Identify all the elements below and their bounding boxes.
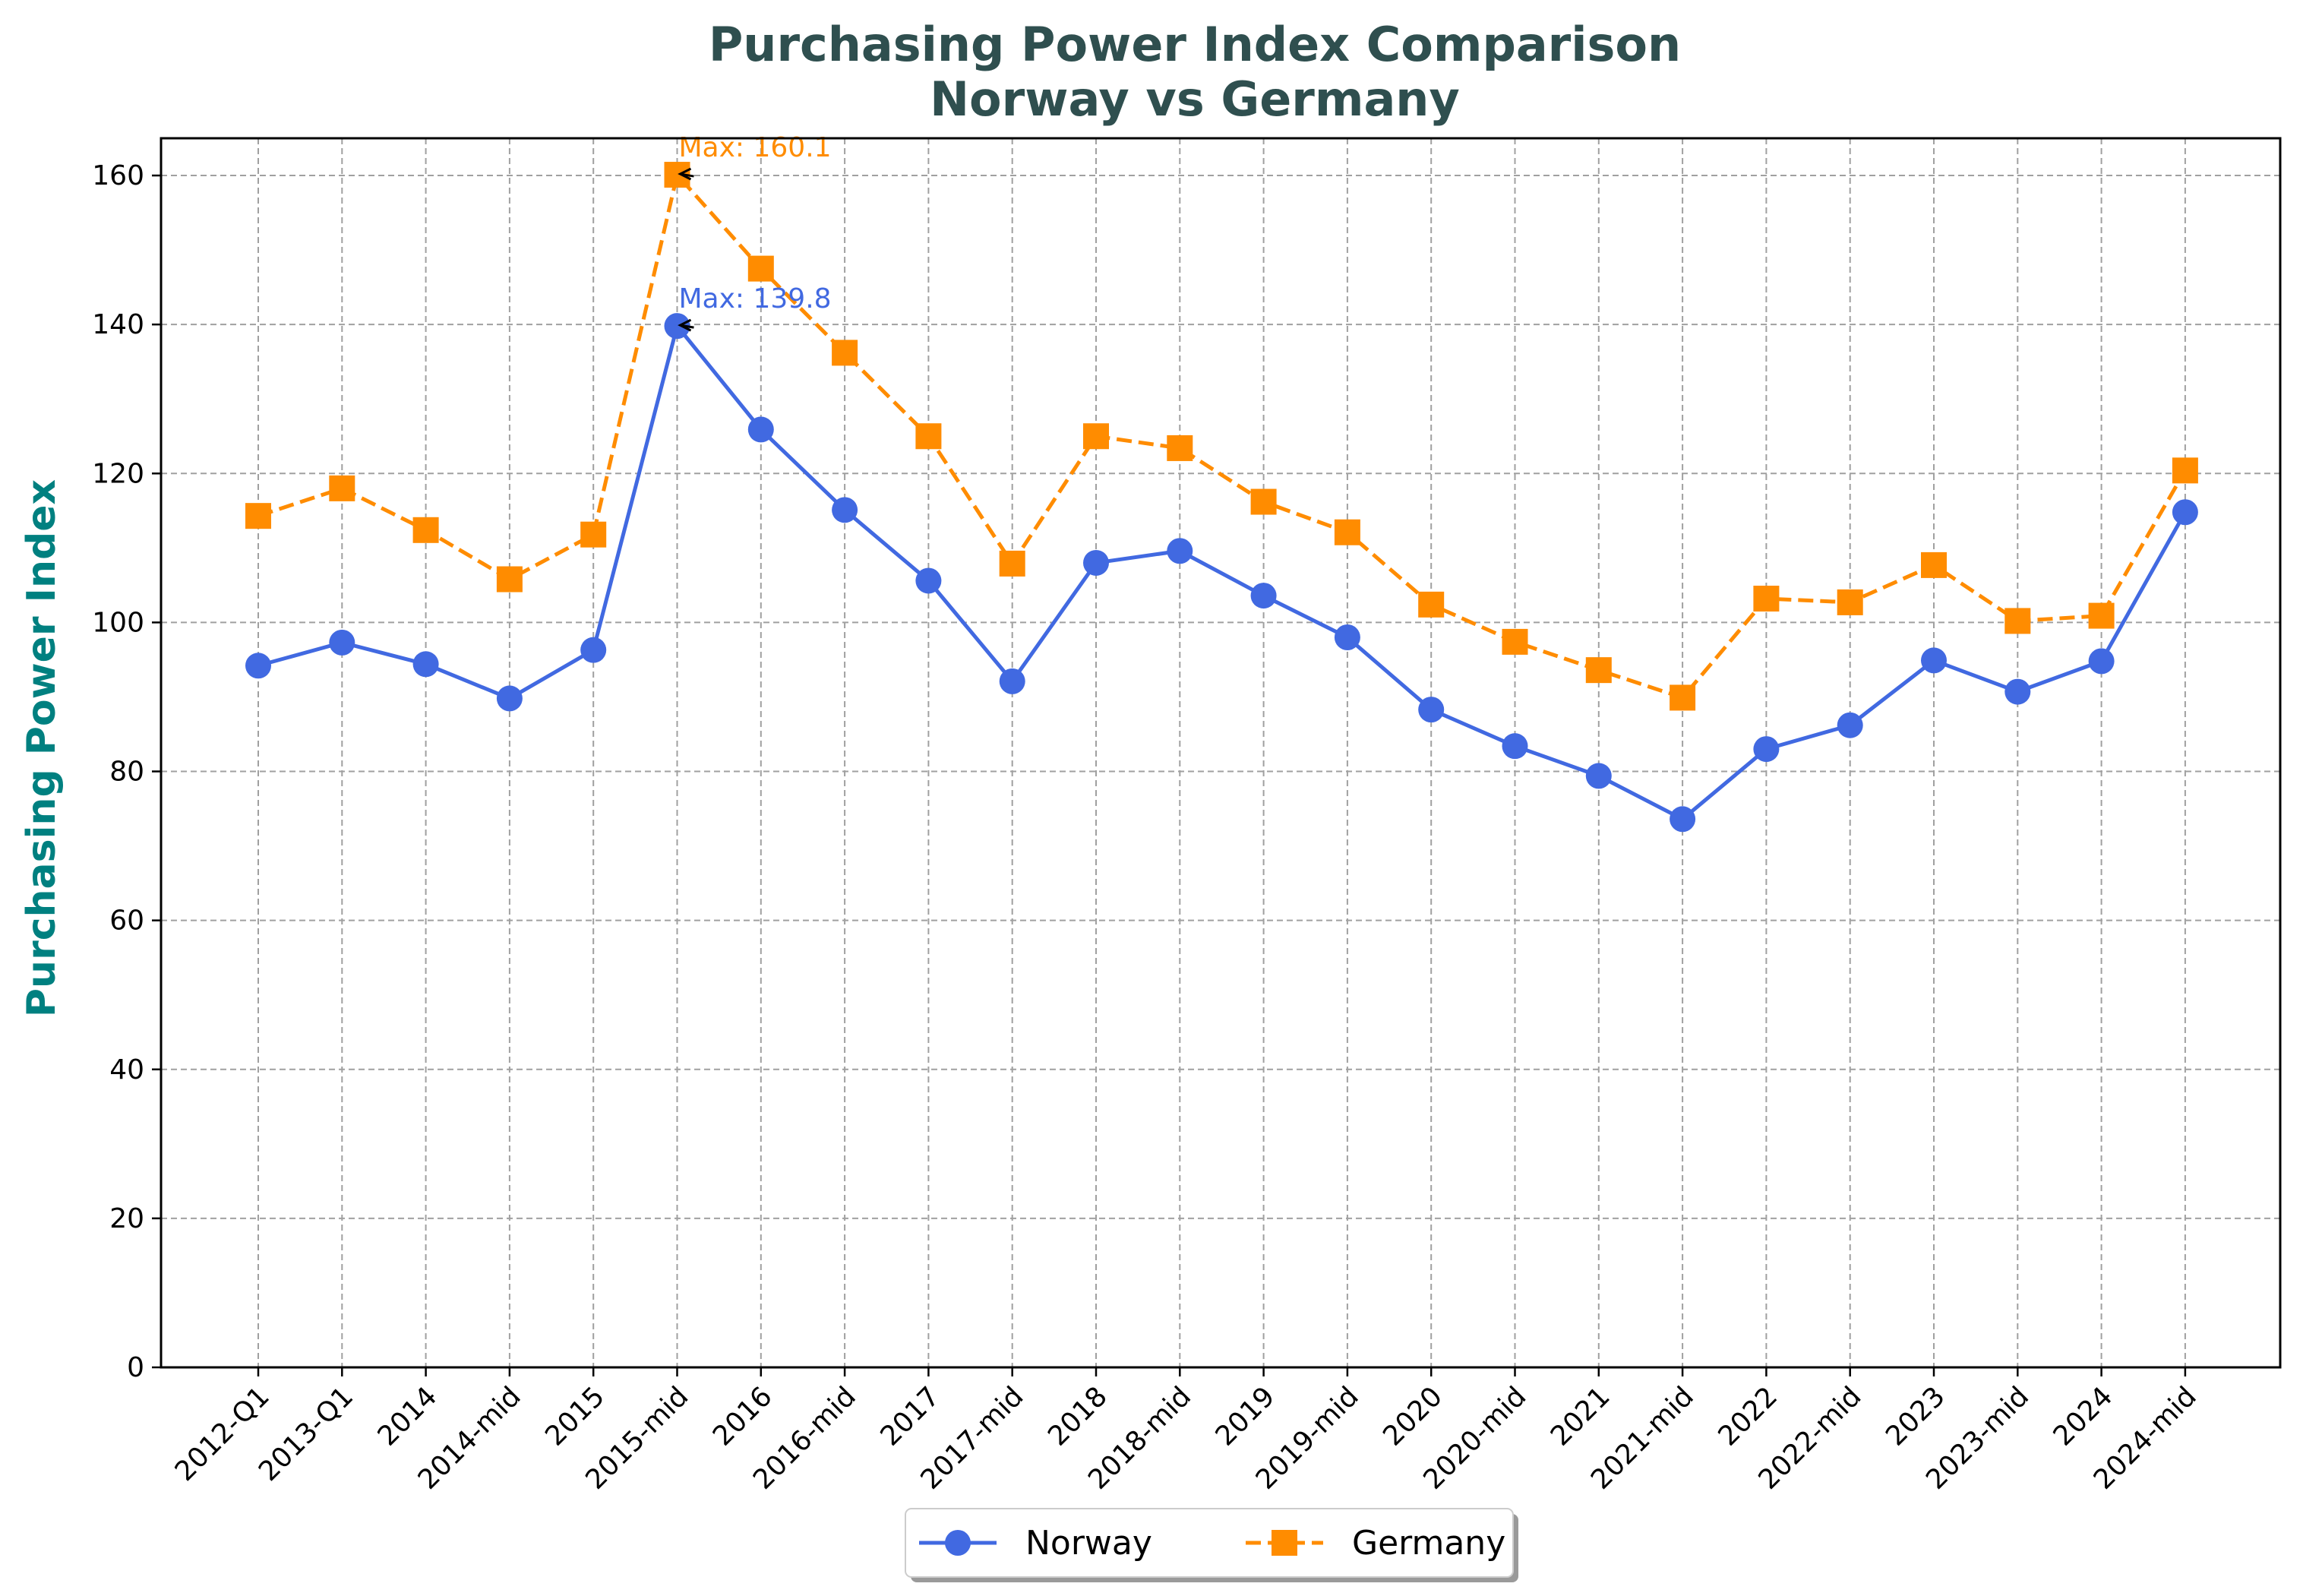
- y-tick-label: 160: [92, 160, 144, 191]
- series-norway: [245, 313, 2198, 833]
- data-point: [1670, 684, 1696, 711]
- legend-label: Germany: [1352, 1524, 1505, 1563]
- data-point: [747, 255, 774, 282]
- data-point: [1418, 591, 1445, 618]
- data-point: [915, 567, 942, 594]
- data-point: [496, 566, 523, 593]
- y-tick-label: 40: [109, 1054, 144, 1086]
- data-point: [2172, 499, 2198, 526]
- series-germany: [245, 162, 2198, 711]
- chart-title: Purchasing Power Index Comparison: [709, 17, 1681, 72]
- data-point: [580, 637, 607, 663]
- max-annotation: Max: 139.8: [678, 283, 832, 332]
- data-point: [245, 503, 271, 529]
- annotation-arrow: [678, 167, 694, 181]
- data-point: [1167, 435, 1193, 461]
- data-point: [1585, 657, 1612, 684]
- legend-label: Norway: [1025, 1524, 1152, 1563]
- y-axis-ticks: 0 20 40 60 80 100 120 140 160: [92, 160, 161, 1383]
- data-point: [1334, 519, 1360, 545]
- y-tick-label: 120: [92, 458, 144, 489]
- data-point: [2172, 457, 2198, 484]
- legend-item-norway: Norway: [919, 1524, 1152, 1563]
- data-point: [1921, 551, 1947, 578]
- data-point: [1083, 423, 1109, 450]
- data-point: [1670, 806, 1696, 833]
- data-point: [832, 340, 858, 366]
- data-point: [245, 653, 271, 679]
- data-point: [1250, 488, 1277, 515]
- data-point: [412, 651, 439, 678]
- data-point: [1837, 712, 1863, 738]
- data-point: [1921, 647, 1947, 674]
- data-point: [747, 416, 774, 443]
- data-point: [329, 475, 355, 501]
- y-axis-label: Purchasing Power Index: [19, 479, 65, 1017]
- y-tick-label: 80: [109, 757, 144, 788]
- legend-box: [905, 1508, 1514, 1578]
- data-point: [832, 497, 858, 523]
- legend-marker: [1272, 1530, 1297, 1556]
- legend-item-germany: Germany: [1246, 1524, 1505, 1563]
- data-point: [2004, 678, 2031, 705]
- annotation-label: Max: 160.1: [679, 132, 832, 163]
- data-point: [664, 313, 690, 340]
- series-line: [257, 172, 2188, 700]
- annotation-arrow: [678, 318, 694, 332]
- data-point: [915, 423, 942, 450]
- legend: Norway Germany: [905, 1508, 1518, 1582]
- y-tick-label: 140: [92, 309, 144, 340]
- data-point: [1502, 733, 1528, 760]
- legend-marker: [945, 1530, 971, 1556]
- data-point: [1334, 624, 1360, 651]
- data-point: [1753, 586, 1780, 612]
- data-point: [1502, 628, 1528, 655]
- plot-frame: [160, 137, 2282, 1369]
- data-point: [2088, 648, 2115, 675]
- annotation-label: Max: 139.8: [679, 283, 832, 314]
- data-point: [412, 517, 439, 543]
- y-tick-label: 60: [109, 905, 144, 937]
- chart-subtitle: Norway vs Germany: [930, 71, 1460, 127]
- data-point: [999, 550, 1025, 577]
- data-point: [1753, 736, 1780, 763]
- y-tick-label: 0: [127, 1352, 144, 1383]
- data-point: [1083, 549, 1109, 576]
- data-point: [1167, 538, 1193, 564]
- y-tick-label: 100: [92, 607, 144, 638]
- data-point: [2088, 602, 2115, 629]
- data-point: [329, 629, 355, 656]
- data-point: [1250, 583, 1277, 609]
- y-tick-label: 20: [109, 1203, 144, 1234]
- data-point: [1418, 697, 1445, 723]
- data-point: [1837, 589, 1863, 615]
- data-point: [999, 668, 1025, 694]
- data-point: [2004, 608, 2031, 634]
- series-lines: [245, 162, 2198, 833]
- data-point: [1585, 763, 1612, 789]
- data-point: [580, 521, 607, 548]
- data-point: [496, 685, 523, 712]
- series-line: [257, 324, 2188, 821]
